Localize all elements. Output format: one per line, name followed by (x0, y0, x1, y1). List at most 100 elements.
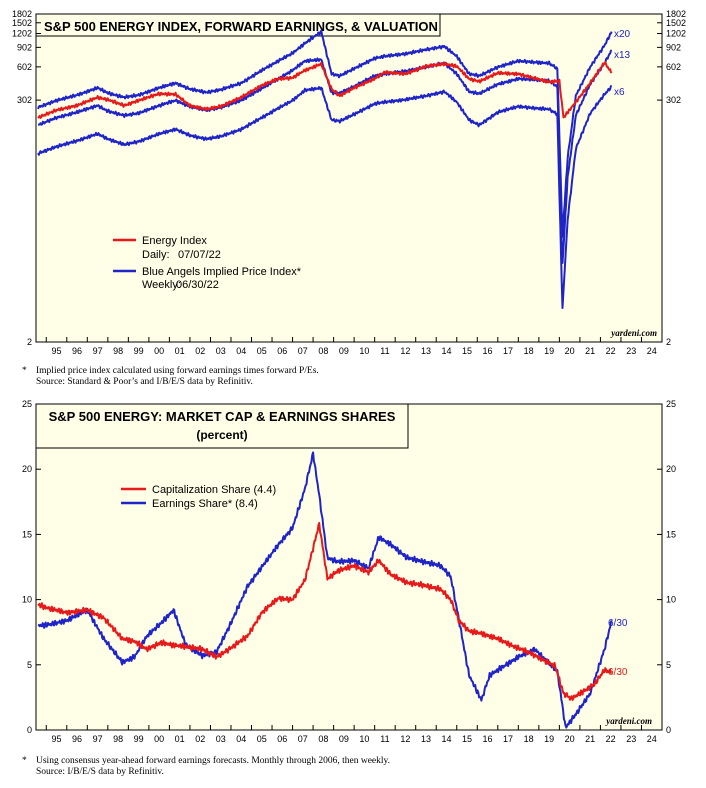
chart1-title-box (35, 13, 441, 37)
chart2-xtick-label: 08 (318, 734, 328, 744)
chart2-ytick-label-left: 10 (22, 595, 32, 605)
chart1-xtick-label: 23 (626, 346, 636, 356)
chart1-xtick-label: 99 (134, 346, 144, 356)
chart2-ytick-label-right: 5 (666, 660, 671, 670)
chart2-xtick-label: 14 (441, 734, 451, 744)
chart2-end-label-earnings: 6/30 (608, 618, 628, 629)
chart2-xtick-label: 18 (524, 734, 534, 744)
chart1-footnote-text2: Source: Standard & Poor’s and I/B/E/S da… (36, 377, 253, 387)
chart1-ytick-label-right: 1802 (666, 9, 686, 19)
chart2-title: S&P 500 ENERGY: MARKET CAP & EARNINGS SH… (49, 409, 396, 424)
chart1-legend-angels-label: Blue Angels Implied Price Index* (142, 266, 302, 278)
chart1-ytick-label-left: 1802 (12, 9, 32, 19)
chart1-footnote-text1: Implied price index calculated using for… (36, 366, 319, 376)
chart1-xtick-label: 19 (544, 346, 554, 356)
chart2-ytick-label-right: 10 (666, 595, 676, 605)
chart1-watermark: yardeni.com (610, 328, 657, 338)
chart2-xtick-label: 20 (565, 734, 575, 744)
chart1-xtick-label: 08 (318, 346, 328, 356)
chart1-xtick-label: 97 (93, 346, 103, 356)
chart1-title: S&P 500 ENERGY INDEX, FORWARD EARNINGS, … (44, 19, 438, 34)
chart2-xtick-label: 96 (72, 734, 82, 744)
chart1-xtick-label: 18 (524, 346, 534, 356)
chart1-footnote-marker: * (22, 366, 27, 376)
chart1-series (37, 29, 613, 309)
chart2-footnote-text2: Source: I/B/E/S data by Refinitiv. (36, 767, 164, 777)
chart1-xtick-label: 15 (462, 346, 472, 356)
chart1-xtick-label: 00 (154, 346, 164, 356)
chart1-xtick-label: 21 (585, 346, 595, 356)
chart2-footnote-marker: * (22, 756, 27, 766)
chart1-xtick-label: 10 (359, 346, 369, 356)
chart1-xtick-label: 03 (216, 346, 226, 356)
chart1-annotation-x20: x20 (614, 29, 631, 40)
chart2-xtick-label: 19 (544, 734, 554, 744)
chart2-ytick-label-left: 20 (22, 464, 32, 474)
chart1-xtick-label: 07 (298, 346, 308, 356)
chart2-ytick-label-left: 15 (22, 529, 32, 539)
chart1-xtick-label: 12 (400, 346, 410, 356)
chart2-xtick-label: 97 (93, 734, 103, 744)
chart2-xtick-label: 16 (483, 734, 493, 744)
chart1-xtick-label: 24 (647, 346, 657, 356)
chart1-series-energy-index (37, 61, 613, 119)
chart1-xtick-label: 01 (175, 346, 185, 356)
chart1-legend-energy-date: 07/07/22 (178, 249, 221, 261)
chart2-ytick-label-right: 0 (666, 725, 671, 735)
chart2-series-capitalization-share (37, 521, 612, 701)
chart1-xtick-label: 96 (72, 346, 82, 356)
chart2-footnote-text1: Using consensus year-ahead forward earni… (36, 756, 391, 766)
chart1-ytick-label-left: 602 (17, 62, 32, 72)
chart1-xtick-label: 22 (606, 346, 616, 356)
chart1-legend-energy-detail-label: Daily: (142, 249, 170, 261)
chart2-xtick-label: 04 (236, 734, 246, 744)
chart2-xtick-label: 02 (195, 734, 205, 744)
chart2-xtick-label: 22 (606, 734, 616, 744)
chart1-ytick-label-left: 1502 (12, 18, 32, 28)
chart1-annotation-x6: x6 (614, 87, 625, 98)
chart1-footnote: * Implied price index calculated using fo… (22, 366, 319, 388)
energy-index-chart: S&P 500 ENERGY INDEX, FORWARD EARNINGS, … (12, 9, 686, 356)
chart2-xtick-label: 05 (257, 734, 267, 744)
chart1-legend-energy-label: Energy Index (142, 235, 207, 247)
chart2-xtick-label: 00 (154, 734, 164, 744)
chart1-footnote-line1: * Implied price index calculated using fo… (22, 366, 319, 377)
chart1-ytick-label-right: 602 (666, 62, 681, 72)
chart2-legend-cap-label: Capitalization Share (4.4) (152, 484, 276, 496)
chart1-xtick-label: 11 (380, 346, 389, 356)
chart2-footnote: * Using consensus year-ahead forward earn… (22, 756, 390, 778)
chart2-subtitle: (percent) (196, 428, 247, 442)
chart1-ytick-label-left: 902 (17, 42, 32, 52)
chart2-footnote-line1: * Using consensus year-ahead forward earn… (22, 756, 390, 767)
chart1-ytick-label-left: 2 (27, 337, 32, 347)
chart1-xtick-label: 16 (483, 346, 493, 356)
market-cap-earnings-chart: S&P 500 ENERGY: MARKET CAP & EARNINGS SH… (22, 399, 676, 744)
chart2-xtick-label: 95 (52, 734, 62, 744)
chart1-legend-angels-detail-label: Weekly: (142, 279, 181, 291)
chart1-xtick-label: 17 (503, 346, 513, 356)
chart1-xtick-label: 09 (339, 346, 349, 356)
chart2-xtick-label: 11 (380, 734, 389, 744)
chart1-ytick-label-left: 1202 (12, 29, 32, 39)
chart2-xtick-label: 21 (585, 734, 595, 744)
chart2-xtick-label: 17 (503, 734, 513, 744)
chart2-xtick-label: 23 (626, 734, 636, 744)
chart1-series-blue-angels-implied-price-index-x20 (37, 29, 613, 238)
chart2-series (37, 451, 613, 729)
chart2-legend-earnings-label: Earnings Share* (8.4) (152, 498, 258, 510)
chart2-xtick-label: 15 (462, 734, 472, 744)
chart1-xtick-label: 06 (277, 346, 287, 356)
chart2-xtick-label: 03 (216, 734, 226, 744)
chart1-xtick-label: 98 (113, 346, 123, 356)
chart1-ytick-label-right: 302 (666, 95, 681, 105)
chart1-ytick-label-right: 1202 (666, 29, 686, 39)
chart2-watermark: yardeni.com (605, 716, 652, 726)
chart1-xtick-label: 05 (257, 346, 267, 356)
chart2-series-earnings-share (37, 451, 613, 729)
chart1-ytick-label-left: 302 (17, 95, 32, 105)
chart2-xtick-label: 06 (277, 734, 287, 744)
chart2-ytick-label-left: 0 (27, 725, 32, 735)
